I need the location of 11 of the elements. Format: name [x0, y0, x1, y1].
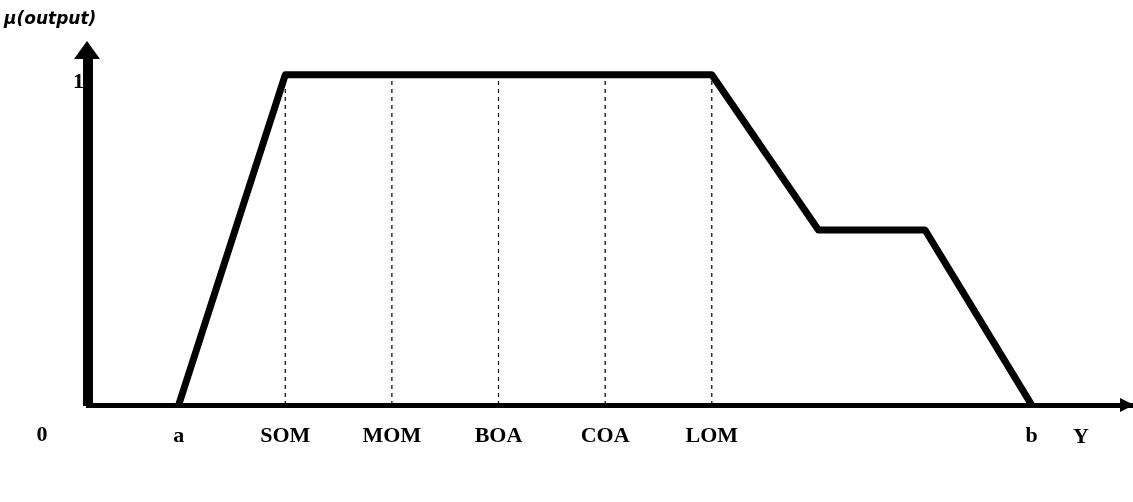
x-tick-label: COA [580, 421, 630, 447]
x-tick-label: BOA [474, 421, 523, 447]
text: 0 [36, 420, 48, 446]
x-tick-label: LOM [685, 421, 739, 447]
x-tick-label: SOM [260, 421, 311, 447]
x-tick-label: b [1025, 421, 1038, 447]
x-tick-label: a [173, 421, 185, 447]
y-axis-title: μ(output) [3, 8, 97, 29]
text: 1 [73, 68, 84, 94]
x-tick-label: MOM [362, 421, 422, 447]
x-axis-title: Y [1073, 422, 1089, 448]
